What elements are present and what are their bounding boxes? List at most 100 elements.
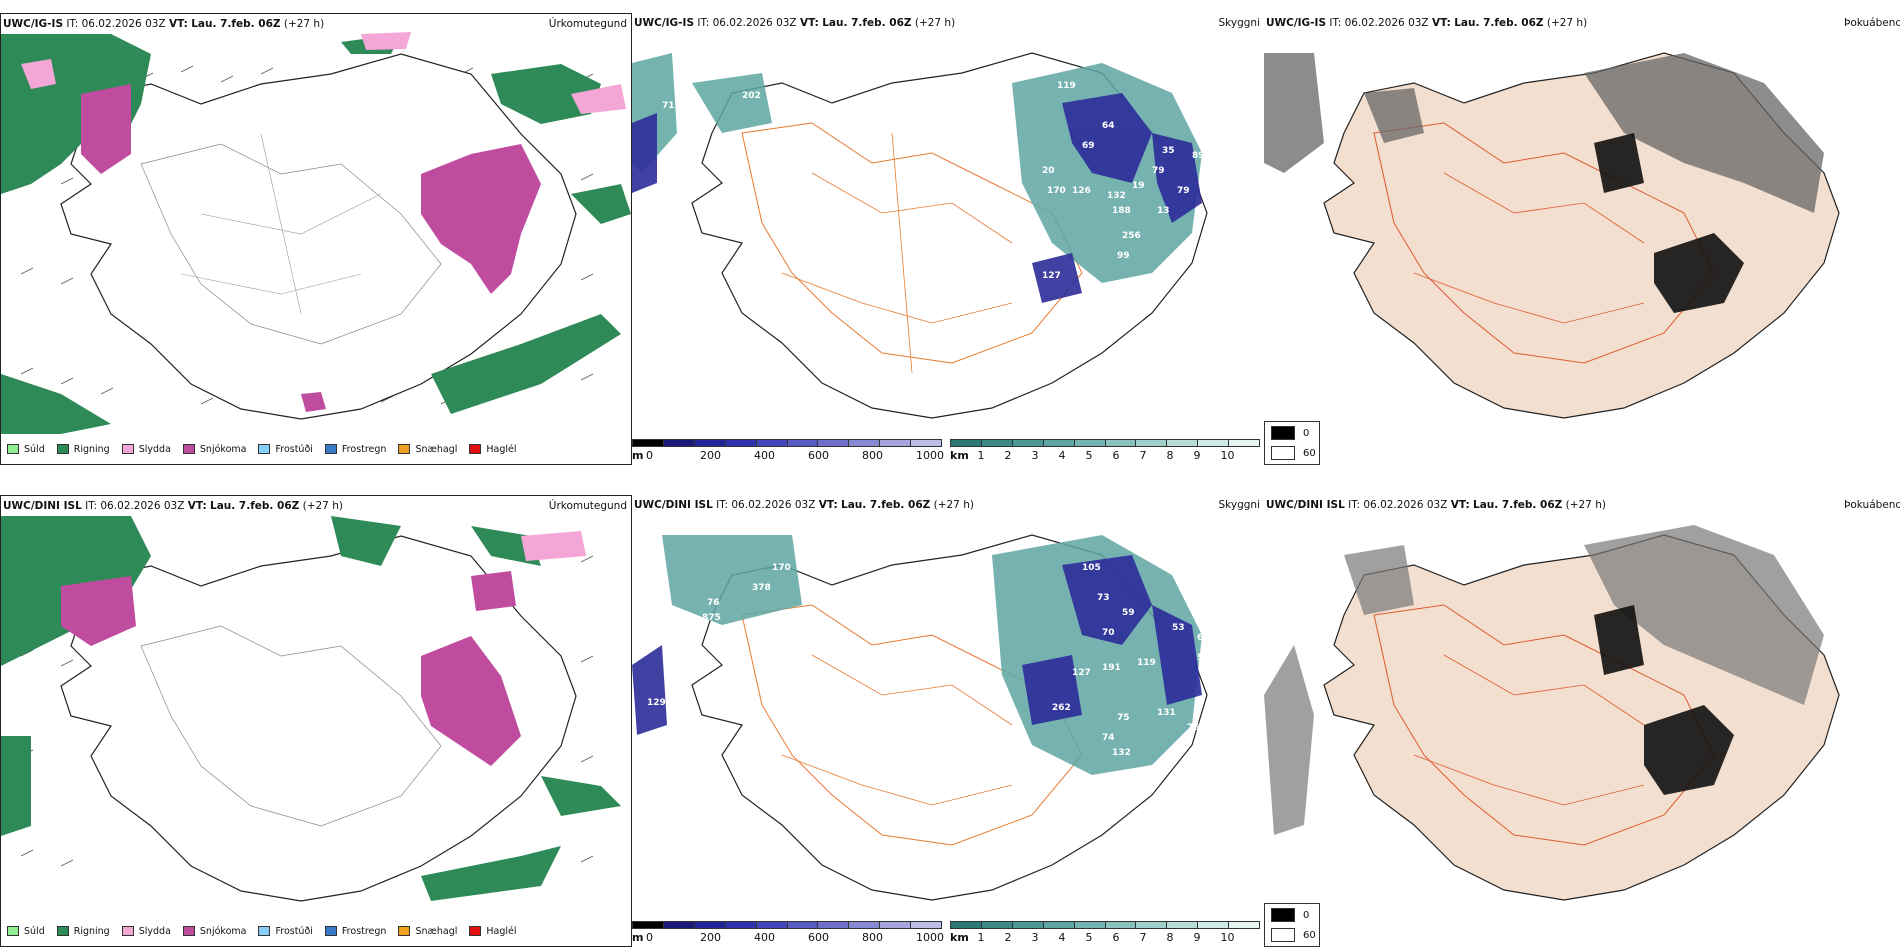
colorbar-cell [1167, 440, 1199, 446]
legend-swatch [258, 926, 271, 936]
legend-item: Frostregn [324, 444, 386, 455]
colorbar-tick: 400 [754, 931, 775, 944]
lead-time: (+27 h) [933, 499, 974, 511]
precip-map [1, 516, 621, 902]
colorbar-cell [981, 922, 1013, 928]
legend-label: Frostúði [275, 443, 313, 455]
colorbar-cell [725, 440, 757, 446]
colorbar-cell [1136, 440, 1168, 446]
visibility-value-label: 119 [1137, 658, 1156, 668]
visibility-value-label: 35 [1162, 146, 1175, 156]
visibility-value-label: 73 [1097, 593, 1110, 603]
vt-value: Lau. 7.feb. 06Z [822, 17, 912, 29]
colorbar-cell [633, 440, 664, 446]
legend-swatch [324, 926, 337, 936]
colorbar-tick: 8 [1166, 931, 1174, 944]
colorbar-tick: 0 [646, 931, 653, 944]
colorbar-cell [1043, 440, 1075, 446]
fog-legend-item: 60 [1271, 446, 1316, 460]
colorbar-cell [951, 440, 982, 446]
legend-swatch [7, 926, 19, 936]
colorbar-tick: 9 [1193, 931, 1201, 944]
legend-swatch [7, 444, 19, 454]
colorbar-tick: 4 [1058, 931, 1066, 944]
visibility-value-label: 119 [1057, 81, 1076, 91]
colorbar-tick: 200 [700, 449, 721, 462]
colorbar-unit: m [632, 449, 644, 462]
legend-label: Slydda [138, 443, 171, 455]
colorbar-cell [787, 922, 819, 928]
it-value: 06.02.2026 03Z [81, 18, 166, 30]
colorbar-unit: km [950, 449, 969, 462]
colorbar-cell [694, 922, 726, 928]
colorbar-cell [849, 440, 881, 446]
fog-map [1264, 52, 1840, 419]
vt-label: VT: [1450, 499, 1470, 511]
vt-value: Lau. 7.feb. 06Z [1473, 499, 1563, 511]
colorbar-cell [787, 440, 819, 446]
visibility-value-label: 76 [1187, 723, 1200, 733]
visibility-value-label: 105 [1082, 563, 1101, 573]
visibility-value-label: 127 [1072, 668, 1091, 678]
lead-time: (+27 h) [283, 18, 325, 30]
visibility-value-label: 20 [1042, 166, 1055, 176]
colorbar-cell [1136, 922, 1168, 928]
colorbar-cell [1105, 922, 1137, 928]
legend-swatch [121, 926, 134, 936]
fog-panel-row2: UWC/DINI ISL IT: 06.02.2026 03Z VT: Lau.… [1264, 495, 1900, 947]
visibility-value-label: 75 [1117, 713, 1130, 723]
colorbar-tick: 3 [1031, 931, 1039, 944]
model-name: UWC/IG-IS [634, 17, 695, 29]
legend-item: Súld [7, 926, 45, 937]
colorbar-tick: 0 [646, 449, 653, 462]
colorbar-cell [1074, 922, 1106, 928]
colorbar-cell [663, 440, 695, 446]
colorbar-cell [818, 440, 850, 446]
lead-time: (+27 h) [914, 17, 956, 29]
visibility-value-labels: 169 71 202 119 64 69 35 89 20 79 170 126 132 19 79 188 1… [662, 56, 1205, 331]
fog-legend: 0 60 [1264, 903, 1320, 947]
visibility-value-label: 192 [1067, 773, 1086, 783]
colorbar-cell [880, 922, 912, 928]
colorbar-cell [1198, 922, 1230, 928]
legend-label: Frostúði [275, 925, 313, 937]
visibility-value-label: 79 [1177, 186, 1190, 196]
colorbar-cell [849, 922, 881, 928]
colorbar-strip [950, 921, 1260, 929]
colorbar-cell [818, 922, 850, 928]
colorbar-strip [950, 439, 1260, 447]
visibility-value-label: 53 [1172, 623, 1185, 633]
vt-value: Lau. 7.feb. 06Z [841, 499, 931, 511]
fog-swatch [1271, 426, 1295, 440]
colorbar-tick: 800 [862, 449, 883, 462]
legend-label: Rigning [73, 443, 110, 455]
visibility-value-label: 129 [647, 698, 666, 708]
legend-label: Súld [24, 443, 45, 455]
colorbar-tick: 8 [1166, 449, 1174, 462]
visibility-value-label: 188 [1112, 206, 1131, 216]
visibility-value-label: 89 [1192, 151, 1205, 161]
model-name: UWC/DINI ISL [3, 500, 82, 512]
fog-panel-row1: UWC/IG-IS IT: 06.02.2026 03Z VT: Lau. 7.… [1264, 13, 1900, 465]
lead-time: (+27 h) [302, 500, 343, 512]
vt-value: Lau. 7.feb. 06Z [1454, 17, 1544, 29]
it-label: IT: [66, 18, 79, 30]
visibility-panel-row1: UWC/IG-IS IT: 06.02.2026 03Z VT: Lau. 7.… [632, 13, 1264, 465]
model-name: UWC/IG-IS [3, 18, 64, 30]
vt-label: VT: [187, 500, 207, 512]
legend-label: Slydda [138, 925, 171, 937]
fog-title: Þokuábendi [1844, 17, 1900, 29]
colorbar-tick: 6 [1112, 931, 1120, 944]
visibility-value-label: 70 [1102, 628, 1115, 638]
legend-label: Haglél [486, 443, 517, 455]
colorbar-tick: 1 [977, 449, 985, 462]
legend-item: Snjókoma [182, 926, 246, 937]
fog-legend-item: 0 [1271, 908, 1309, 922]
legend-item: Súld [7, 444, 45, 455]
legend-swatch [182, 444, 195, 454]
colorbar-tick: 1 [977, 931, 985, 944]
colorbar-cell [633, 922, 664, 928]
colorbar-strip [632, 921, 942, 929]
legend-item: Frostregn [324, 926, 386, 937]
